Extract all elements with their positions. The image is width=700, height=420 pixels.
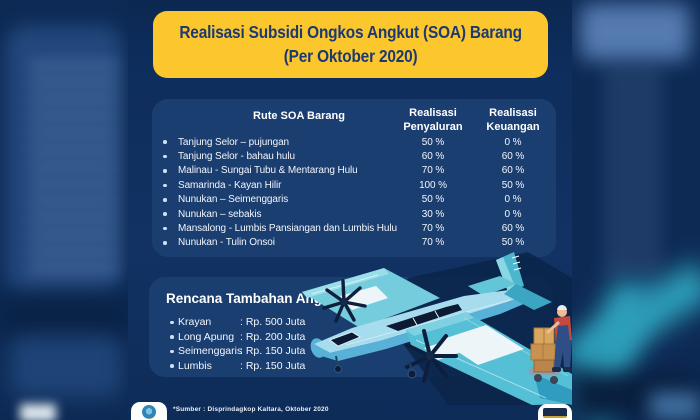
bullet-icon <box>163 183 167 188</box>
budget-item: Lumbis : Rp. 150 Juta <box>149 359 409 374</box>
budget-name: Krayan <box>178 316 212 329</box>
table-row: Tanjung Selor – pujungan 50 % 0 % <box>152 135 556 149</box>
route-cell: Nunukan - Tulin Onsoi <box>178 237 275 249</box>
route-cell: Malinau - Sungai Tubu & Mentarang Hulu <box>178 165 358 177</box>
bullet-icon <box>170 364 174 368</box>
budget-value: : Rp. 150 Juta <box>240 345 306 358</box>
table-body: Tanjung Selor – pujungan 50 % 0 % Tanjun… <box>152 135 556 250</box>
title-text: Realisasi Subsidi Ongkos Angkut (SOA) Ba… <box>179 22 522 67</box>
penyaluran-cell: 50 % <box>421 136 445 148</box>
landing-gear <box>334 355 417 379</box>
blur-dark-band <box>0 296 128 340</box>
left-propeller-icon <box>322 279 367 323</box>
keuangan-cell: 0 % <box>504 208 522 220</box>
bullet-icon <box>163 140 167 144</box>
bullet-icon <box>170 349 174 353</box>
worker-with-cargo <box>529 305 572 384</box>
budget-name: Seimenggaris <box>178 345 243 358</box>
budget-item: Seimenggaris : Rp. 150 Juta <box>149 344 409 359</box>
bullet-icon <box>170 335 174 339</box>
penyaluran-cell: 100 % <box>419 179 447 191</box>
cargo-box <box>533 359 555 373</box>
source-note: *Sumber : Disprindagkop Kaltara, Oktober… <box>173 406 329 413</box>
table-row: Mansalong - Lumbis Pansiangan dan Lumbis… <box>152 221 556 235</box>
bullet-icon <box>163 241 167 245</box>
right-propeller-icon <box>405 329 458 383</box>
soa-table-panel: Rute SOA Barang Realisasi Penyaluran Rea… <box>152 99 556 257</box>
bullet-icon <box>163 212 167 216</box>
column-header-penyaluran: Realisasi Penyaluran <box>403 107 463 133</box>
budget-value: : Rp. 200 Juta <box>240 330 306 343</box>
blur-text-lines <box>604 72 662 272</box>
budget-value: : Rp. 150 Juta <box>240 359 306 372</box>
bullet-icon <box>163 198 167 202</box>
footer-tab-left <box>131 402 167 420</box>
fuselage <box>310 288 531 361</box>
cargo-plane-illustration <box>302 252 572 405</box>
blur-white-tab <box>20 404 56 420</box>
blur-text-lines <box>30 62 120 272</box>
route-cell: Tanjung Selor – pujungan <box>178 136 290 148</box>
title-banner: Realisasi Subsidi Ongkos Angkut (SOA) Ba… <box>153 11 548 78</box>
table-row: Tanjung Selor - bahau hulu 60 % 60 % <box>152 149 556 163</box>
background-blur-right <box>572 0 700 420</box>
blur-panel-shape <box>10 336 122 398</box>
kaltara-logo <box>142 405 156 419</box>
table-row: Nunukan - Tulin Onsoi 70 % 50 % <box>152 236 556 250</box>
agency-logo <box>543 408 567 418</box>
keuangan-cell: 0 % <box>504 194 522 206</box>
table-row: Nunukan – Seimenggaris 50 % 0 % <box>152 193 556 207</box>
route-cell: Nunukan – Seimenggaris <box>178 194 289 206</box>
background-blur-left <box>0 0 128 420</box>
budget-name: Lumbis <box>178 359 212 372</box>
bullet-icon <box>170 320 174 324</box>
windshield <box>329 331 361 347</box>
penyaluran-cell: 60 % <box>421 151 445 163</box>
penyaluran-cell: 70 % <box>421 237 445 249</box>
route-cell: Mansalong - Lumbis Pansiangan dan Lumbis… <box>178 223 397 235</box>
worker-legs <box>554 340 572 368</box>
budget-name: Long Apung <box>178 330 235 343</box>
route-cell: Nunukan – sebakis <box>178 208 262 220</box>
penyaluran-cell: 50 % <box>421 194 445 206</box>
table-row: Nunukan – sebakis 30 % 0 % <box>152 207 556 221</box>
infographic-main: Realisasi Subsidi Ongkos Angkut (SOA) Ba… <box>128 0 572 420</box>
column-header-route: Rute SOA Barang <box>253 110 345 122</box>
column-header-keuangan: Realisasi Keuangan <box>486 107 540 133</box>
budget-value: : Rp. 500 Juta <box>240 316 306 329</box>
right-stabilizer <box>504 284 552 310</box>
keuangan-cell: 60 % <box>501 165 525 177</box>
title-line-2: (Per Oktober 2020) <box>283 46 418 66</box>
penyaluran-cell: 70 % <box>421 165 445 177</box>
budget-list: Krayan : Rp. 500 Juta Long Apung : Rp. 2… <box>149 315 409 373</box>
bullet-icon <box>163 154 167 159</box>
keuangan-cell: 0 % <box>504 136 522 148</box>
table-row: Malinau - Sungai Tubu & Mentarang Hulu 7… <box>152 164 556 178</box>
penyaluran-cell: 70 % <box>421 223 445 235</box>
budget-item: Long Apung : Rp. 200 Juta <box>149 330 409 345</box>
table-row: Samarinda - Kayan Hilir 100 % 50 % <box>152 178 556 192</box>
bullet-icon <box>163 226 167 231</box>
keuangan-cell: 60 % <box>501 151 525 163</box>
tail-fin <box>468 252 524 296</box>
route-cell: Samarinda - Kayan Hilir <box>178 179 282 191</box>
blur-light-spot <box>650 392 700 420</box>
footer-tab-right <box>538 404 572 420</box>
title-line-1: Realisasi Subsidi Ongkos Angkut (SOA) Ba… <box>179 22 522 42</box>
cabin-windows <box>386 304 462 331</box>
route-cell: Tanjung Selor - bahau hulu <box>178 151 295 163</box>
budget-item: Krayan : Rp. 500 Juta <box>149 315 409 330</box>
blur-text-block <box>580 4 690 60</box>
table-header-row: Rute SOA Barang Realisasi Penyaluran Rea… <box>152 107 556 135</box>
keuangan-cell: 50 % <box>501 179 525 191</box>
penyaluran-cell: 30 % <box>421 208 445 220</box>
bullet-icon <box>163 169 167 173</box>
keuangan-cell: 60 % <box>501 223 525 235</box>
keuangan-cell: 50 % <box>501 237 525 249</box>
